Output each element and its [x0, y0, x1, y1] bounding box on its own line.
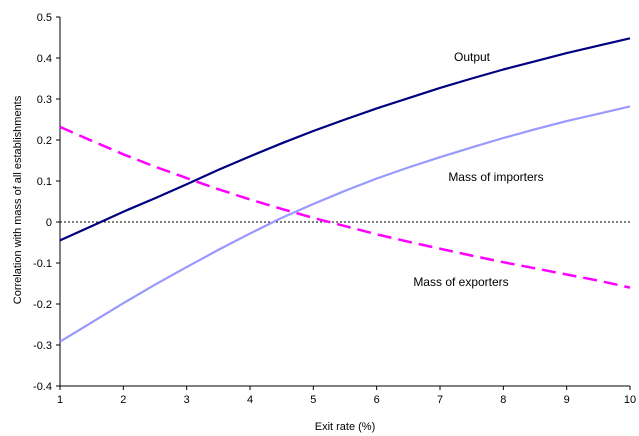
- y-tick-label: -0.3: [33, 340, 52, 352]
- x-tick-label: 9: [564, 394, 570, 406]
- y-tick-label: 0.5: [37, 12, 52, 24]
- x-tick-label: 6: [374, 394, 380, 406]
- x-tick-label: 1: [57, 394, 63, 406]
- series-annotation: Mass of importers: [448, 170, 543, 184]
- series-annotation: Mass of exporters: [413, 275, 508, 289]
- y-tick-label: 0: [46, 217, 52, 229]
- labels-layer: Output Mass of importers Mass of exporters: [413, 50, 543, 289]
- x-tick-label: 8: [500, 394, 506, 406]
- series-line-mass-of-importers: [59, 105, 631, 343]
- x-tick-label: 5: [310, 394, 316, 406]
- x-tick-label: 2: [120, 394, 126, 406]
- y-tick-label: -0.1: [33, 258, 52, 270]
- y-tick-label: -0.2: [33, 299, 52, 311]
- y-tick-label: 0.2: [37, 135, 52, 147]
- y-tick-label: 0.1: [37, 176, 52, 188]
- y-axis-title: Correlation with mass of all establishme…: [12, 95, 24, 304]
- series-annotation: Output: [454, 50, 491, 64]
- series-line-output: [59, 37, 631, 242]
- x-axis-title: Exit rate (%): [315, 421, 376, 433]
- x-tick-label: 10: [624, 394, 636, 406]
- y-tick-label: 0.4: [37, 53, 52, 65]
- x-tick-label: 4: [247, 394, 253, 406]
- series-line-mass-of-exporters: [59, 125, 631, 289]
- x-tick-label: 3: [184, 394, 190, 406]
- x-tick-label: 7: [437, 394, 443, 406]
- y-tick-label: 0.3: [37, 94, 52, 106]
- axes: 0.5 0.4 0.3 0.2 0.1 0 -0.1 -0.2 -0.3 -0.4 1 2 3 4 5 6 7 8…: [33, 12, 636, 406]
- series-layer: [59, 37, 631, 343]
- y-tick-label: -0.4: [33, 381, 52, 393]
